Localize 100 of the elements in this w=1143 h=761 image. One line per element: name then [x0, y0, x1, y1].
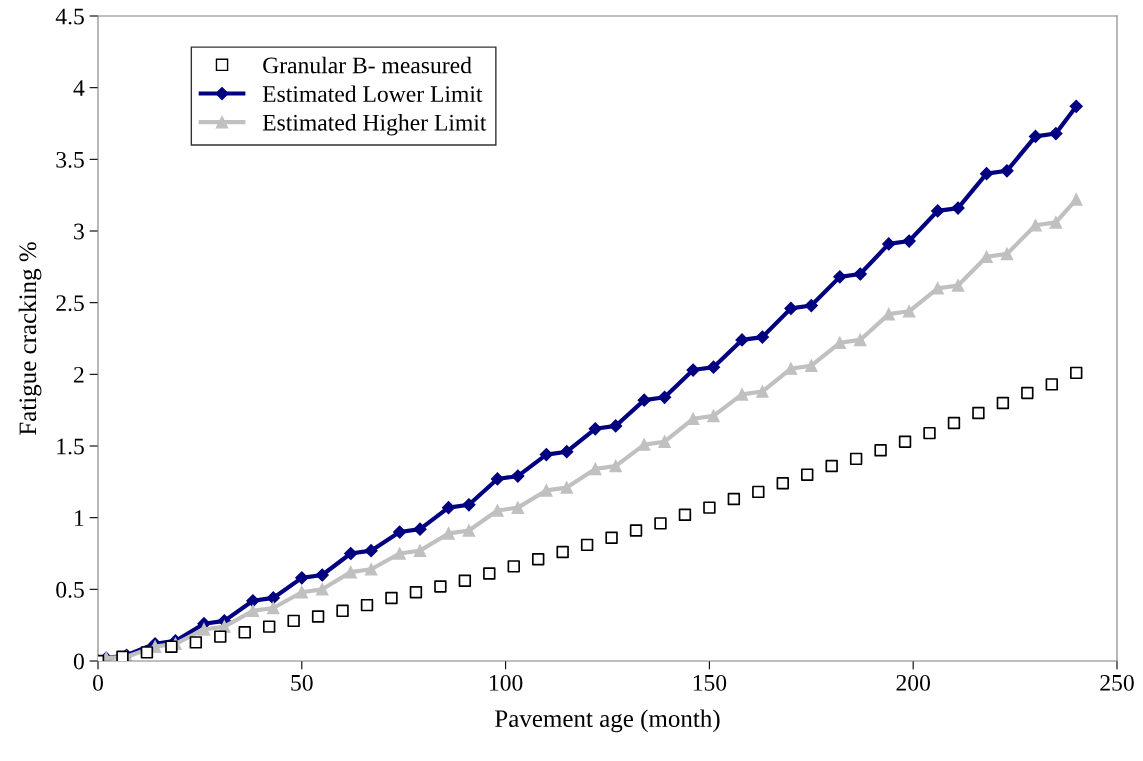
y-tick-label: 0.5: [56, 581, 84, 598]
point: [442, 527, 455, 540]
point: [678, 508, 692, 522]
point: [540, 484, 553, 497]
point: [507, 560, 520, 573]
y-tick-label: 1.5: [57, 438, 84, 455]
point: [1000, 247, 1014, 261]
point: [1021, 386, 1034, 400]
point: [727, 492, 741, 506]
point: [947, 416, 961, 430]
point: [979, 167, 994, 181]
point: [658, 435, 671, 448]
point: [295, 571, 309, 585]
point: [637, 393, 651, 407]
point: [951, 279, 965, 292]
point: [1069, 193, 1083, 206]
point: [344, 565, 357, 579]
point: [413, 544, 427, 557]
point: [735, 333, 749, 347]
point: [189, 636, 203, 649]
point: [197, 623, 211, 636]
point: [462, 498, 476, 512]
x-tick-label: 50: [291, 674, 313, 691]
point: [996, 396, 1010, 410]
point: [165, 640, 178, 653]
point: [539, 448, 553, 462]
point: [311, 610, 325, 623]
point: [1049, 126, 1063, 141]
point: [246, 604, 260, 618]
point: [393, 525, 407, 539]
point: [246, 594, 260, 608]
point: [972, 406, 985, 420]
point: [556, 545, 569, 559]
point: [360, 598, 374, 612]
point: [805, 359, 818, 372]
x-tick-label: 0: [93, 674, 103, 691]
point: [441, 501, 456, 515]
point: [580, 538, 594, 552]
point: [491, 504, 504, 517]
point: [287, 614, 300, 628]
y-tick-label: 4.5: [55, 8, 84, 25]
point: [849, 452, 863, 466]
point: [315, 583, 329, 596]
point: [560, 481, 573, 494]
point: [784, 362, 798, 375]
point: [1045, 378, 1058, 391]
point: [1028, 129, 1043, 143]
point: [238, 626, 251, 639]
point: [458, 574, 472, 587]
x-tick-label: 100: [489, 674, 523, 691]
point: [609, 459, 622, 473]
point: [214, 630, 227, 643]
point: [434, 580, 447, 593]
point: [882, 307, 895, 321]
point: [703, 501, 716, 514]
point: [706, 360, 721, 374]
point: [1049, 216, 1063, 229]
point: [902, 305, 916, 318]
point: [267, 601, 280, 615]
point: [605, 531, 618, 544]
point: [483, 567, 496, 580]
point: [462, 524, 476, 537]
point: [882, 237, 896, 251]
x-tick-label: 250: [1100, 674, 1134, 691]
y-tick-label: 4: [73, 80, 85, 96]
point: [654, 517, 667, 530]
y-tick-label: 3: [74, 223, 84, 240]
point: [413, 522, 427, 536]
point: [874, 444, 887, 457]
point: [931, 204, 945, 218]
y-tick-label: 2: [74, 366, 84, 383]
y-tick-label: 2.5: [56, 295, 84, 312]
point: [262, 620, 276, 633]
y-axis-title: Fatigue cracking %: [18, 242, 42, 435]
point: [902, 234, 916, 248]
point: [825, 459, 838, 473]
point: [833, 336, 847, 350]
x-tick-label: 150: [693, 674, 727, 691]
point: [609, 419, 623, 433]
x-axis-title: Pavement age (month): [495, 709, 720, 733]
point: [511, 501, 525, 514]
point: [980, 250, 993, 264]
point: [295, 585, 309, 599]
point: [393, 547, 406, 560]
point: [588, 422, 602, 436]
point: [266, 591, 280, 605]
point: [315, 568, 329, 582]
point: [385, 591, 398, 605]
point: [409, 585, 423, 599]
y-tick-label: 1: [75, 510, 84, 526]
point: [1070, 366, 1083, 380]
point: [951, 201, 965, 215]
point: [735, 388, 749, 401]
point: [637, 438, 651, 451]
point: [776, 477, 789, 490]
legend-label: Estimated Lower Limit: [262, 85, 483, 102]
point: [752, 485, 765, 499]
point: [801, 468, 814, 481]
point: [804, 298, 818, 313]
point: [898, 435, 912, 448]
